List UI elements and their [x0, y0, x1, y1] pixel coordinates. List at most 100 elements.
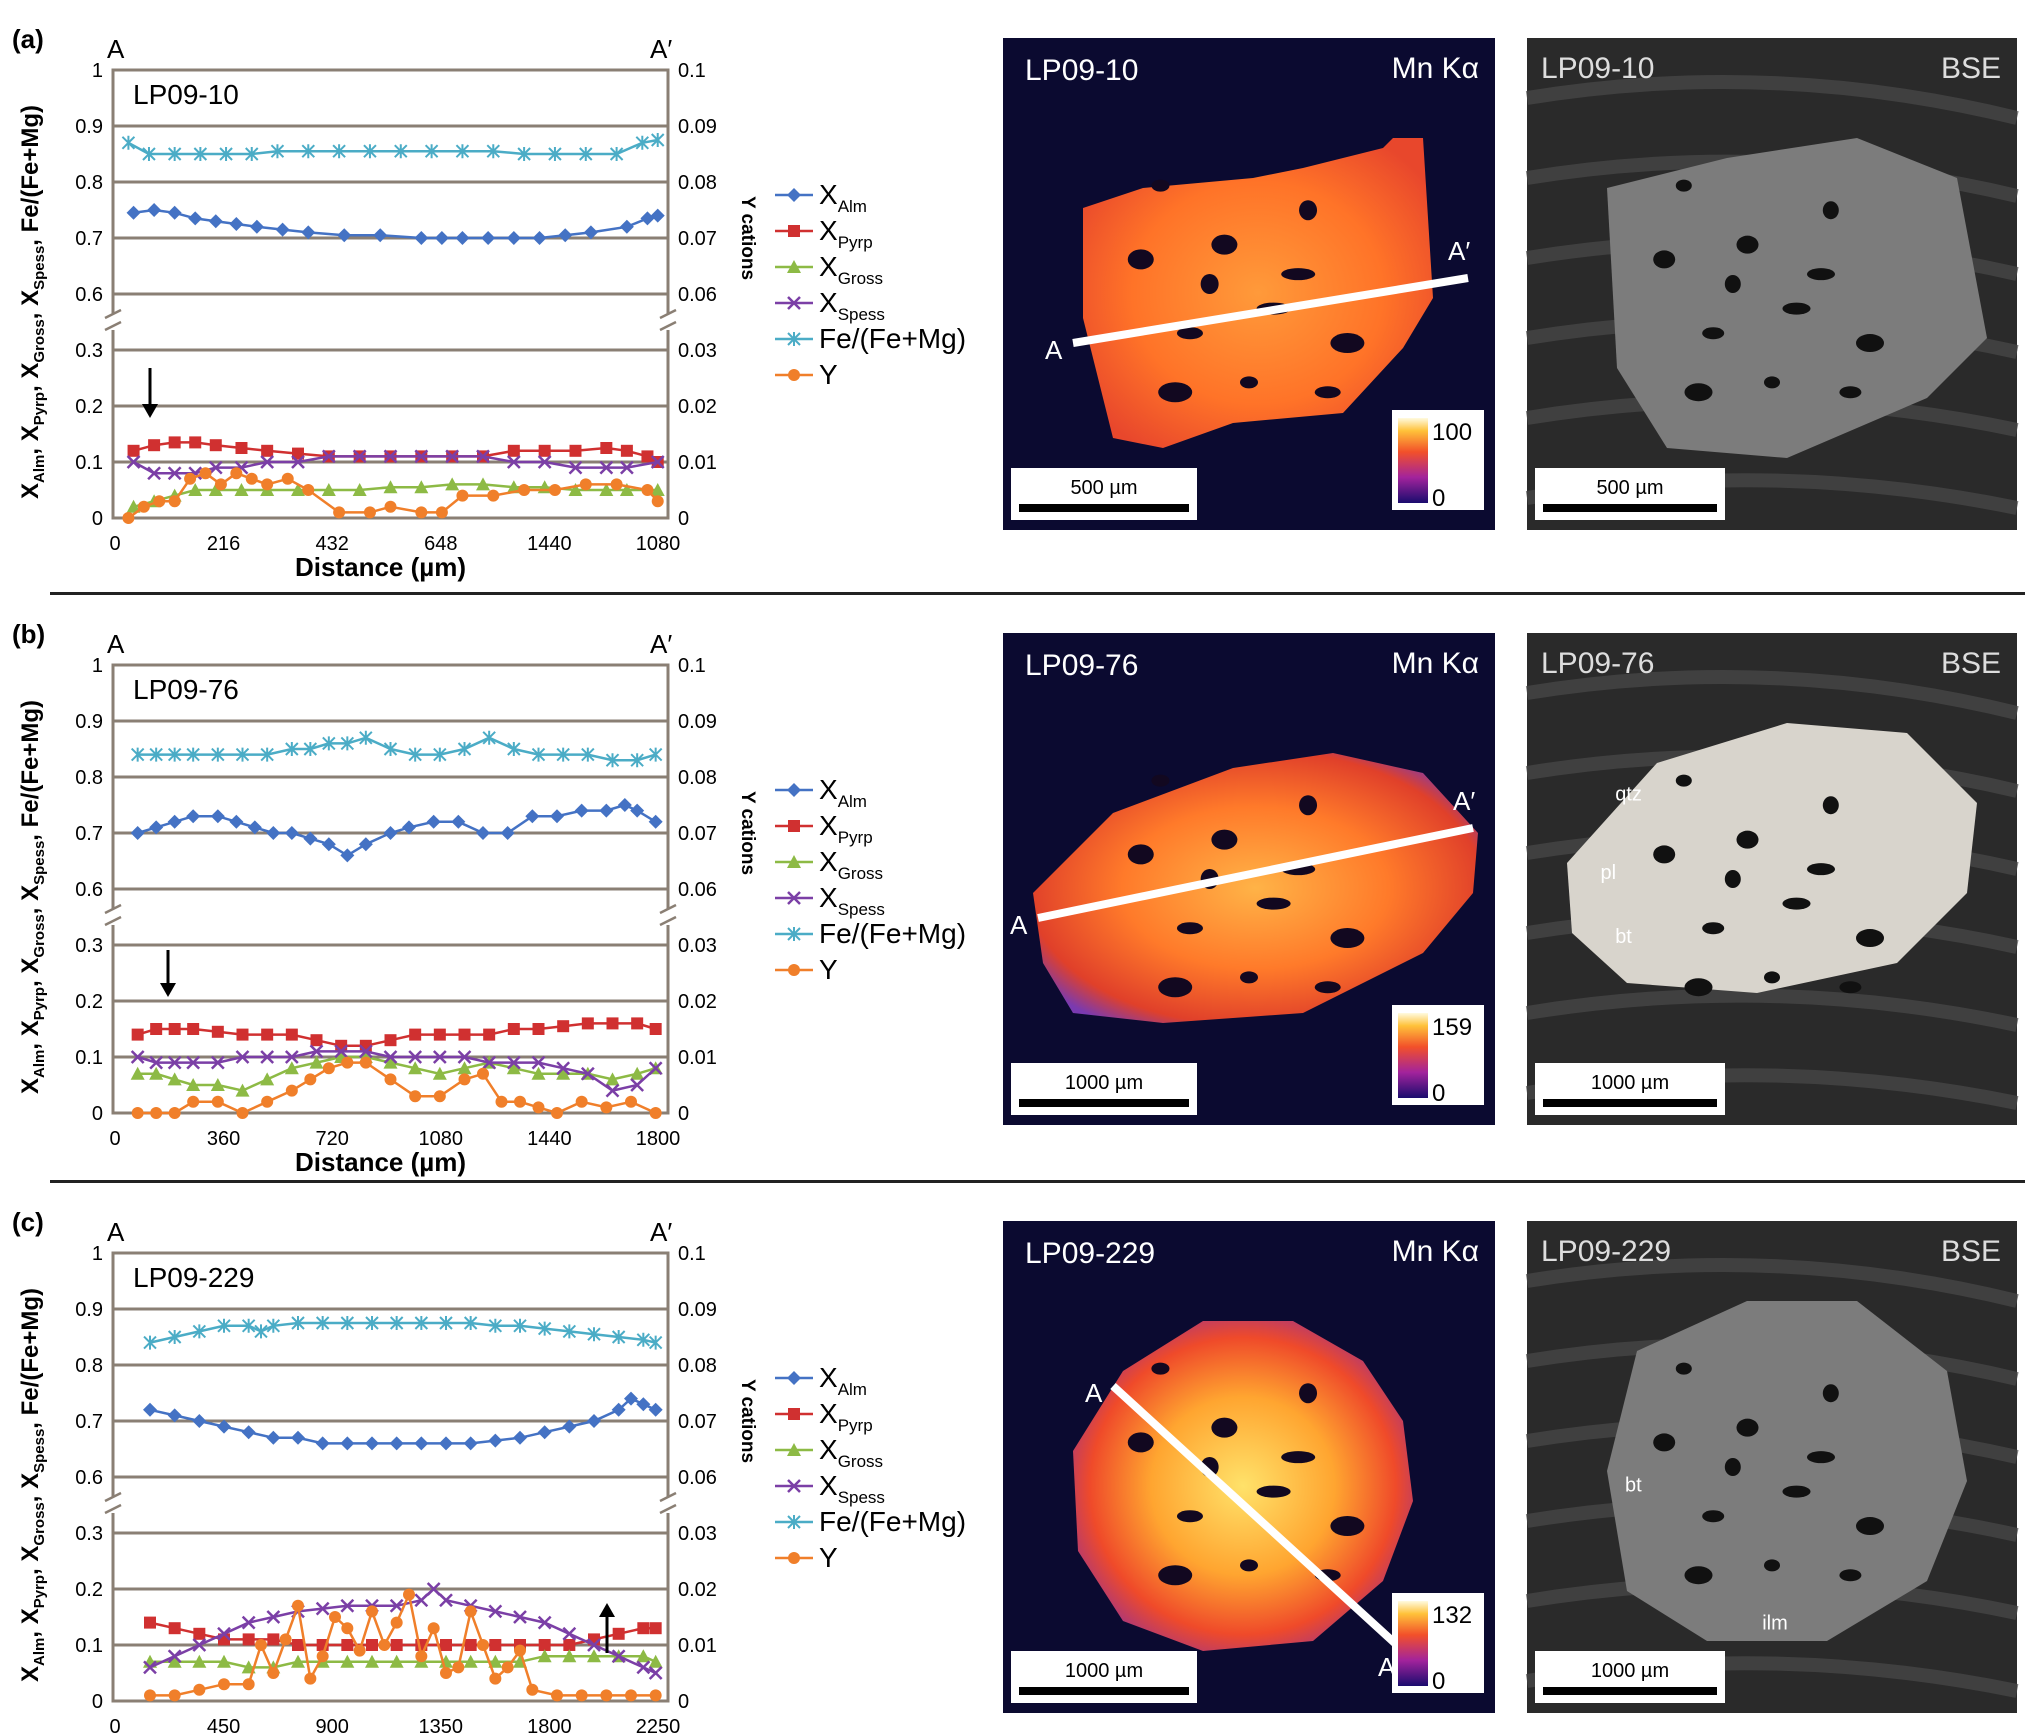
legend-label: XPyrp: [819, 1398, 873, 1435]
data-point-fe-fe-mg: [332, 144, 346, 159]
legend-marker: [788, 1552, 800, 1564]
x-tick-label: 1080: [636, 533, 681, 555]
data-point-xalm: [143, 1402, 157, 1417]
inclusion: [1299, 200, 1318, 221]
legend-marker: [788, 1408, 800, 1420]
data-point-y: [230, 467, 243, 480]
data-point-xalm: [476, 826, 490, 840]
y-left-axis-title-part: Alm: [31, 1050, 48, 1078]
data-point-xpyrp: [507, 1023, 520, 1035]
data-point-xpyrp: [538, 1639, 551, 1651]
data-point-y: [625, 1689, 637, 1702]
data-point-xspess: [334, 1044, 349, 1059]
inclusion: [1176, 327, 1203, 340]
data-point-xspess: [260, 455, 275, 469]
series-line-xspess: [132, 455, 658, 475]
y-left-tick-label: 0.8: [75, 172, 103, 194]
legend-label-base: X: [819, 287, 838, 318]
x-tick-label: 0: [109, 1128, 120, 1150]
y-right-tick-label: 0.07: [678, 1411, 717, 1433]
data-point-fe-fe-mg: [303, 742, 318, 756]
axis-break-gap: [105, 1497, 121, 1513]
y-left-tick-label: 0.6: [75, 1467, 103, 1489]
data-point-y: [610, 478, 623, 491]
data-point-fe-fe-mg: [365, 1316, 379, 1330]
legend-item-fe-fe-mg: Fe/(Fe+Mg): [775, 918, 966, 949]
y-left-tick-label: 0.2: [75, 991, 103, 1013]
data-point-fe-fe-mg: [285, 742, 299, 756]
bse-inclusion: [1653, 250, 1676, 269]
y-left-axis-title-part: , Fe/(Fe+Mg): [17, 1288, 44, 1429]
garnet-grain: [1083, 138, 1433, 448]
data-point-xalm: [284, 826, 299, 840]
bse-sample-title: LP09-229: [1541, 1235, 1671, 1268]
data-point-xalm: [558, 228, 573, 243]
data-point-y: [415, 1650, 428, 1663]
data-point-xgross: [186, 1078, 201, 1091]
data-point-y: [526, 1683, 539, 1696]
data-point-y: [363, 506, 376, 519]
data-point-y: [651, 495, 664, 508]
data-point-xalm: [217, 1419, 231, 1434]
data-point-xspess: [506, 455, 521, 469]
data-point-xalm: [315, 1436, 330, 1451]
data-point-xgross: [599, 483, 614, 496]
data-point-xpyrp: [433, 1028, 446, 1041]
y-left-axis-title-part: Spess: [31, 841, 48, 885]
legend-item-xalm: XAlm: [775, 1362, 867, 1399]
x-axis-title: Distance (µm): [295, 552, 466, 582]
bse-matrix-foliation: [1525, 1258, 2019, 1308]
y-left-tick-label: 0.8: [75, 1355, 103, 1377]
data-point-xalm: [188, 211, 203, 226]
map-scalebar-label: 1000 µm: [1065, 1660, 1143, 1682]
data-point-fe-fe-mg: [363, 144, 377, 159]
series-xpyrp: [144, 1616, 662, 1651]
legend-label-sub: Alm: [838, 197, 867, 216]
data-point-xspess: [260, 1050, 275, 1064]
axis-break-mark: [104, 903, 122, 927]
data-point-fe-fe-mg: [414, 1316, 429, 1330]
legend-label-base: X: [819, 179, 838, 210]
y-left-tick-label: 0.1: [75, 452, 103, 474]
data-point-xgross: [605, 1072, 620, 1086]
data-point-xspess: [149, 1055, 164, 1070]
legend-label-sub: Gross: [838, 864, 883, 883]
data-point-y: [292, 1599, 304, 1612]
data-point-xspess: [241, 1615, 256, 1630]
inclusion: [1240, 1559, 1258, 1572]
data-point-fe-fe-mg: [605, 753, 620, 768]
data-point-xpyrp: [483, 1028, 496, 1041]
data-point-xgross: [167, 1654, 182, 1668]
data-point-xalm: [147, 203, 162, 217]
data-point-y: [501, 1661, 514, 1674]
data-point-xalm: [500, 826, 515, 840]
data-point-xspess: [562, 1626, 577, 1641]
data-point-xpyrp: [581, 1017, 594, 1030]
map-element-label: Mn Kα: [1392, 1235, 1479, 1268]
data-point-y: [532, 1101, 545, 1114]
colorbar: [1398, 1601, 1428, 1686]
legend-item-xgross: XGross: [775, 1434, 883, 1471]
data-point-xalm: [562, 1419, 577, 1434]
data-point-xgross: [587, 1649, 601, 1663]
y-left-axis-title-part: Spess: [31, 1429, 48, 1473]
x-tick-label: 648: [424, 533, 457, 555]
data-point-y: [464, 1605, 477, 1618]
data-point-fe-fe-mg: [219, 147, 233, 161]
y-left-tick-label: 0.8: [75, 767, 103, 789]
data-point-y: [456, 489, 469, 502]
x-tick-label: 1800: [527, 1716, 572, 1736]
bse-inclusion: [1653, 1433, 1676, 1452]
data-point-xspess: [605, 1083, 620, 1098]
profile-start-label: A: [107, 1217, 125, 1247]
bse-mineral-label-ilm: ilm: [1762, 1612, 1788, 1634]
garnet-grain: [1073, 1321, 1413, 1651]
data-point-xalm: [414, 231, 429, 245]
legend-marker: [788, 369, 800, 381]
data-point-fe-fe-mg: [630, 753, 644, 768]
map-scalebar-label: 500 µm: [1070, 477, 1137, 499]
data-point-xgross: [648, 1654, 663, 1668]
data-point-y: [514, 1095, 526, 1108]
data-point-fe-fe-mg: [507, 742, 521, 756]
x-tick-label: 1800: [636, 1128, 681, 1150]
